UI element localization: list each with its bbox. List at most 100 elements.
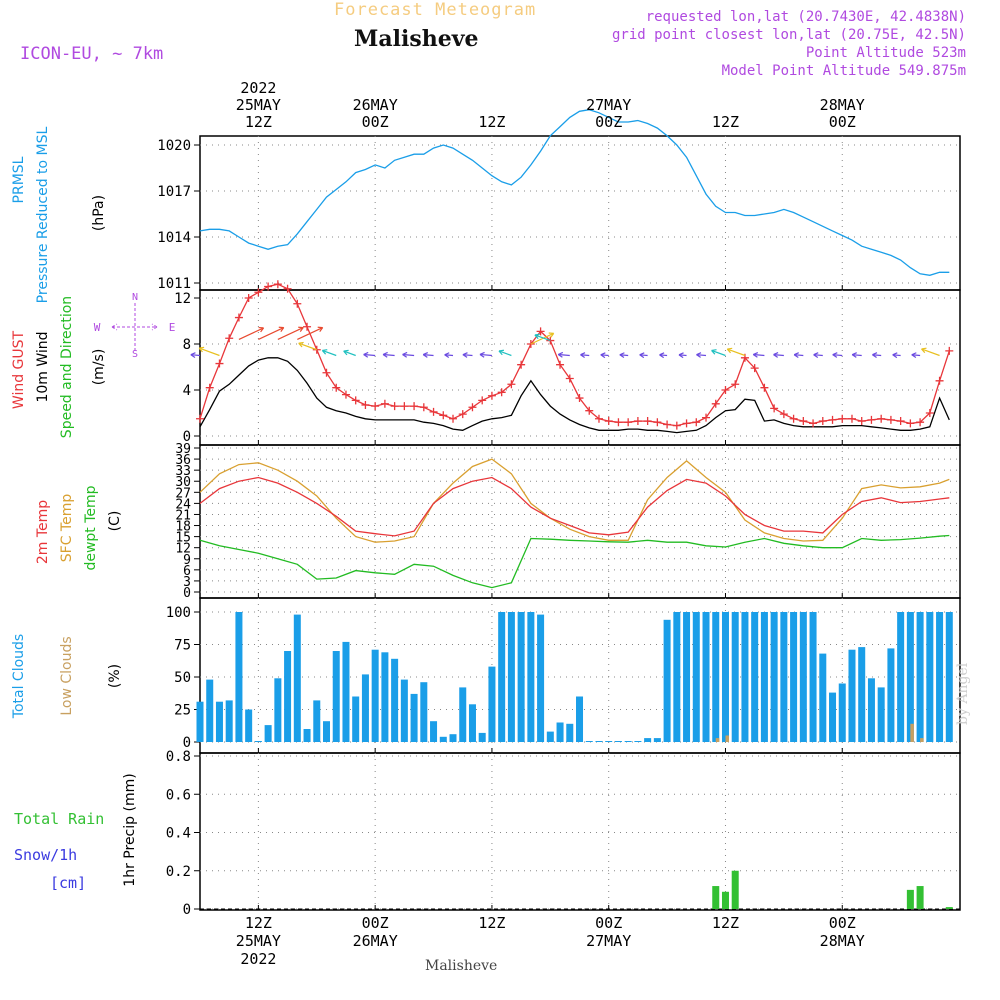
gust-marker xyxy=(653,418,662,427)
gust-marker xyxy=(818,417,827,426)
gust-marker xyxy=(935,376,944,385)
y-tick-label: 15 xyxy=(175,531,191,546)
clouds-unit-group: (%) xyxy=(107,664,123,688)
total-cloud-bar xyxy=(683,612,691,742)
wind-direction-arrow xyxy=(462,354,473,357)
pressure-unit: (hPa) xyxy=(91,195,107,231)
total-cloud-bar xyxy=(576,696,584,742)
bottom-time-label: 00Z xyxy=(362,914,389,932)
wind-arrow-head xyxy=(872,352,878,359)
gust-marker xyxy=(322,368,331,377)
snow-unit-label: [cm] xyxy=(50,874,86,892)
wind-gust-label-group: Wind GUST xyxy=(11,330,27,409)
wind-direction-arrow xyxy=(773,353,784,357)
gust-marker xyxy=(789,414,798,423)
wind-10m-label-group: 10m Wind xyxy=(35,331,51,402)
total-cloud-bar xyxy=(323,721,331,742)
y-tick-label: 39 xyxy=(175,442,191,457)
temp-2m-label: 2m Temp xyxy=(35,500,51,564)
y-tick-label: 0.8 xyxy=(166,749,191,765)
gust-marker xyxy=(886,415,895,424)
bottom-time-label: 12Z xyxy=(478,914,505,932)
compass-north: N xyxy=(132,292,138,303)
y-tick-label: 0 xyxy=(183,429,191,445)
total-cloud-bar xyxy=(605,741,613,742)
rain-bar xyxy=(721,891,729,909)
total-clouds-label: Total Clouds xyxy=(11,634,27,719)
total-cloud-bar xyxy=(829,692,837,742)
total-cloud-bar xyxy=(391,658,399,742)
total-cloud-bar xyxy=(313,700,321,742)
gust-marker xyxy=(205,383,214,392)
gust-marker xyxy=(244,294,253,302)
gust-marker xyxy=(828,415,837,424)
total-cloud-bar xyxy=(546,731,554,742)
wind-arrow-head xyxy=(534,333,540,340)
wind-direction-arrow xyxy=(872,354,882,357)
wind-arrow-head xyxy=(773,352,779,358)
gust-marker xyxy=(867,415,876,424)
top-time-label: 00Z xyxy=(595,113,622,131)
wind-direction-arrow xyxy=(297,327,323,340)
gust-marker xyxy=(702,413,711,422)
gust-marker xyxy=(341,390,350,399)
total-cloud-bar xyxy=(702,612,710,742)
total-cloud-bar xyxy=(225,700,233,742)
gust-marker xyxy=(779,410,788,419)
gust-marker xyxy=(614,418,623,427)
wind-direction-arrow xyxy=(238,327,264,340)
pressure-label-short-group: PRMSL xyxy=(11,156,27,203)
rain-label: Total Rain xyxy=(14,810,104,828)
y-tick-label: 24 xyxy=(175,497,191,512)
pressure-label-long-group: Pressure Reduced to MSL xyxy=(35,126,51,303)
gust-marker xyxy=(497,388,506,397)
panel-frame xyxy=(199,289,961,446)
y-tick-label: 8 xyxy=(183,337,191,353)
total-cloud-bar xyxy=(926,612,934,742)
total-cloud-bar xyxy=(887,648,895,742)
wind-direction-arrow xyxy=(530,332,554,345)
total-cloud-bar xyxy=(780,612,788,742)
wind-direction-arrow xyxy=(892,354,901,357)
total-cloud-bar xyxy=(400,679,408,742)
gust-marker xyxy=(487,391,496,400)
total-cloud-bar xyxy=(468,704,476,742)
low-cloud-bar xyxy=(920,738,924,742)
gust-marker xyxy=(283,284,292,293)
pressure-unit-group: (hPa) xyxy=(91,195,107,231)
wind-direction-arrow xyxy=(921,348,940,357)
gust-marker xyxy=(234,313,243,322)
y-tick-label: 50 xyxy=(174,670,191,686)
wind-arrow-head xyxy=(726,347,733,354)
gust-marker xyxy=(468,403,477,412)
precip-unit-group: 1hr Precip (mm) xyxy=(122,773,138,886)
wind-direction-arrow xyxy=(852,354,862,357)
bottom-time-label: 00Z xyxy=(829,914,856,932)
wind-arrow-head xyxy=(198,346,205,353)
gust-marker xyxy=(945,346,954,355)
gust-marker xyxy=(750,364,759,373)
product-title: Forecast Meteogram xyxy=(334,0,537,20)
top-time-label: 12Z xyxy=(712,113,739,131)
wind-arrow-head xyxy=(498,349,505,356)
rain-bar xyxy=(945,907,953,909)
low-cloud-bar xyxy=(910,723,914,742)
gust-marker xyxy=(838,414,847,423)
y-tick-label: 4 xyxy=(183,383,191,399)
total-cloud-bar xyxy=(585,741,593,742)
wind-arrow-head xyxy=(600,352,606,359)
wind-direction-arrow xyxy=(423,353,434,357)
y-tick-label: 6 xyxy=(183,564,191,579)
total-cloud-bar xyxy=(751,612,759,742)
total-cloud-bar xyxy=(537,614,545,742)
wind-arrow-head xyxy=(557,351,564,358)
wind-unit-group: (m/s) xyxy=(91,349,107,386)
total-cloud-bar xyxy=(332,651,340,742)
total-cloud-bar xyxy=(614,741,622,742)
total-cloud-bar xyxy=(721,612,729,742)
bottom-time-label: 26MAY xyxy=(353,932,398,950)
gust-marker xyxy=(400,402,409,411)
wind-direction-arrow xyxy=(911,354,921,357)
gust-marker xyxy=(254,288,263,297)
